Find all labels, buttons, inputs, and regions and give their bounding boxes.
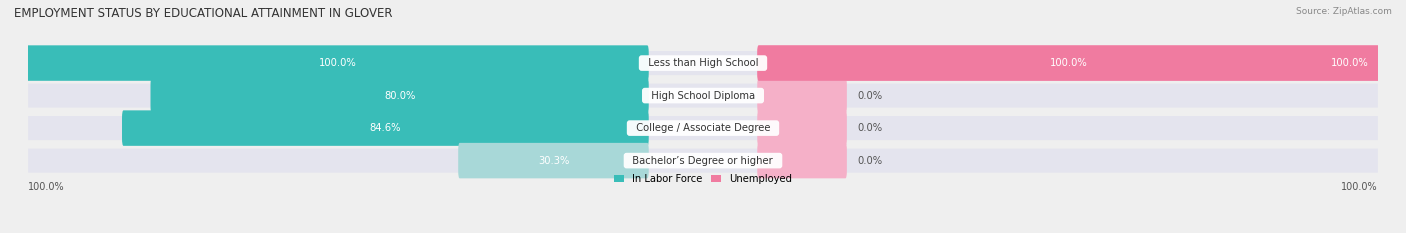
FancyBboxPatch shape	[28, 116, 1378, 140]
FancyBboxPatch shape	[28, 84, 1378, 108]
Text: 0.0%: 0.0%	[858, 156, 883, 166]
Text: Less than High School: Less than High School	[641, 58, 765, 68]
Text: 80.0%: 80.0%	[384, 91, 415, 101]
Text: Source: ZipAtlas.com: Source: ZipAtlas.com	[1296, 7, 1392, 16]
FancyBboxPatch shape	[758, 45, 1379, 81]
Legend: In Labor Force, Unemployed: In Labor Force, Unemployed	[610, 170, 796, 188]
FancyBboxPatch shape	[758, 110, 846, 146]
FancyBboxPatch shape	[758, 45, 1379, 81]
Text: 0.0%: 0.0%	[858, 123, 883, 133]
Text: Bachelor’s Degree or higher: Bachelor’s Degree or higher	[627, 156, 779, 166]
FancyBboxPatch shape	[27, 45, 648, 81]
Text: College / Associate Degree: College / Associate Degree	[630, 123, 776, 133]
Text: 100.0%: 100.0%	[319, 58, 357, 68]
FancyBboxPatch shape	[28, 149, 1378, 173]
Text: EMPLOYMENT STATUS BY EDUCATIONAL ATTAINMENT IN GLOVER: EMPLOYMENT STATUS BY EDUCATIONAL ATTAINM…	[14, 7, 392, 20]
Text: 0.0%: 0.0%	[858, 91, 883, 101]
FancyBboxPatch shape	[28, 51, 1378, 75]
Text: High School Diploma: High School Diploma	[645, 91, 761, 101]
Text: 84.6%: 84.6%	[370, 123, 401, 133]
FancyBboxPatch shape	[458, 143, 648, 178]
FancyBboxPatch shape	[758, 78, 846, 113]
FancyBboxPatch shape	[758, 143, 846, 178]
Text: 100.0%: 100.0%	[1049, 58, 1087, 68]
FancyBboxPatch shape	[122, 110, 648, 146]
Text: 30.3%: 30.3%	[537, 156, 569, 166]
Text: 100.0%: 100.0%	[1341, 182, 1378, 192]
Text: 100.0%: 100.0%	[1331, 58, 1368, 68]
FancyBboxPatch shape	[150, 78, 648, 113]
Text: 100.0%: 100.0%	[28, 182, 65, 192]
